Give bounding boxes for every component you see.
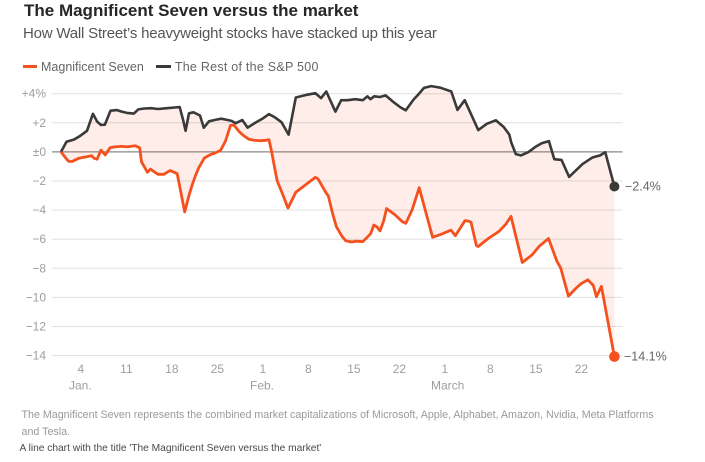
- svg-text:4: 4: [78, 362, 85, 376]
- svg-text:−10: −10: [26, 290, 47, 304]
- svg-text:+4%: +4%: [22, 87, 47, 101]
- svg-text:Jan.: Jan.: [69, 379, 92, 393]
- svg-text:1: 1: [260, 362, 267, 376]
- svg-text:−14.1%: −14.1%: [624, 350, 667, 364]
- svg-text:−2.4%: −2.4%: [625, 180, 661, 194]
- svg-text:22: 22: [575, 362, 589, 376]
- svg-text:Feb.: Feb.: [250, 379, 274, 393]
- svg-text:−2: −2: [32, 174, 46, 188]
- svg-text:±0: ±0: [33, 145, 47, 159]
- svg-text:+2: +2: [32, 116, 46, 130]
- svg-text:−12: −12: [26, 320, 47, 334]
- svg-text:15: 15: [347, 362, 361, 376]
- svg-text:−4: −4: [32, 203, 46, 217]
- svg-text:15: 15: [529, 362, 543, 376]
- svg-text:−14: −14: [26, 349, 47, 363]
- svg-text:−6: −6: [32, 232, 46, 246]
- svg-text:18: 18: [165, 362, 179, 376]
- svg-text:March: March: [431, 379, 464, 393]
- svg-text:8: 8: [487, 362, 494, 376]
- svg-text:11: 11: [120, 362, 133, 376]
- svg-text:1: 1: [442, 362, 449, 376]
- svg-text:22: 22: [393, 362, 407, 376]
- svg-text:25: 25: [211, 362, 225, 376]
- svg-text:8: 8: [305, 362, 312, 376]
- svg-text:−8: −8: [32, 261, 46, 275]
